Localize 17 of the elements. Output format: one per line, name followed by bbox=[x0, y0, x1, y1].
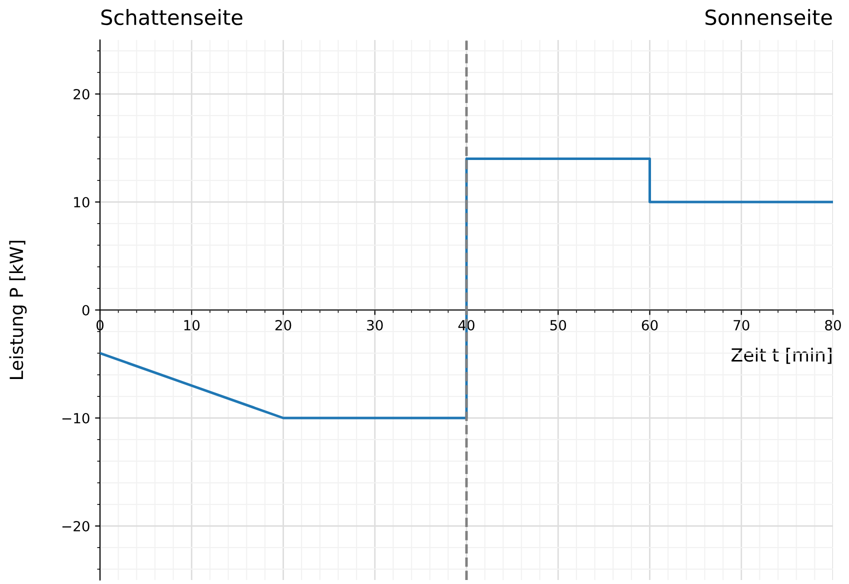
y-tick-label: −20 bbox=[62, 520, 90, 532]
x-tick-label: 70 bbox=[734, 320, 750, 330]
y-tick-label: 0 bbox=[82, 304, 90, 316]
x-tick-label: 60 bbox=[642, 320, 658, 330]
x-axis-title: Zeit t [min] bbox=[732, 348, 832, 364]
x-tick-label: 10 bbox=[184, 320, 200, 330]
x-tick-label: 80 bbox=[825, 320, 841, 330]
y-axis-title: Leistung P [kW] bbox=[9, 240, 27, 379]
x-tick-label: 40 bbox=[458, 320, 474, 330]
x-tick-label: 20 bbox=[275, 320, 292, 330]
x-tick-label: 50 bbox=[550, 320, 566, 330]
y-tick-label: 20 bbox=[74, 88, 90, 100]
text: Schattenseite bbox=[101, 9, 242, 26]
y-tick-label: −10 bbox=[62, 412, 90, 424]
y-tick-label: 10 bbox=[74, 196, 90, 208]
x-tick-label: 30 bbox=[367, 320, 383, 330]
text: Sonnenseite bbox=[706, 9, 832, 26]
